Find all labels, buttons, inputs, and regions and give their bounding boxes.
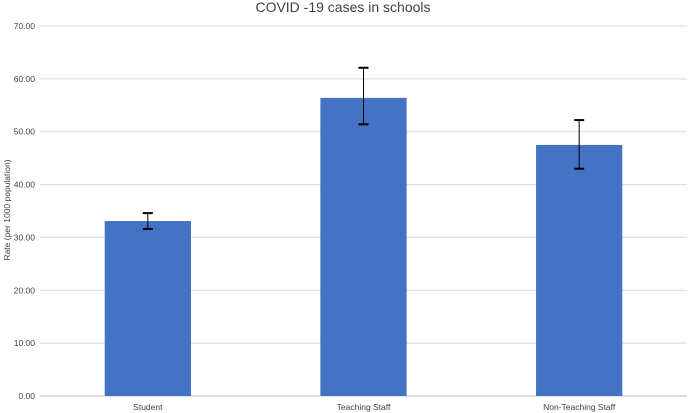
- y-tick-label: 70.00: [14, 21, 36, 31]
- y-tick-label: 10.00: [14, 338, 36, 348]
- bar: [536, 144, 623, 396]
- chart-title: COVID -19 cases in schools: [255, 0, 430, 15]
- y-axis-ticks: 0.00 10.00 20.00 30.00 40.00 50.00 60.00 70.00: [14, 21, 36, 401]
- bars: [104, 97, 623, 396]
- category-label: Student: [133, 402, 163, 412]
- category-label: Non-Teaching Staff: [543, 402, 616, 412]
- y-tick-label: 30.00: [14, 232, 36, 242]
- y-tick-label: 60.00: [14, 74, 36, 84]
- category-label: Teaching Staff: [337, 402, 391, 412]
- x-axis-categories: Student Teaching Staff Non-Teaching Staff: [133, 402, 616, 412]
- error-bars: [142, 66, 585, 230]
- bar: [104, 221, 191, 396]
- y-axis-label: Rate (per 1000 population): [2, 159, 12, 260]
- y-tick-label: 40.00: [14, 180, 36, 190]
- y-tick-label: 0.00: [18, 391, 35, 401]
- y-tick-label: 20.00: [14, 285, 36, 295]
- bar: [320, 97, 407, 396]
- y-tick-label: 50.00: [14, 127, 36, 137]
